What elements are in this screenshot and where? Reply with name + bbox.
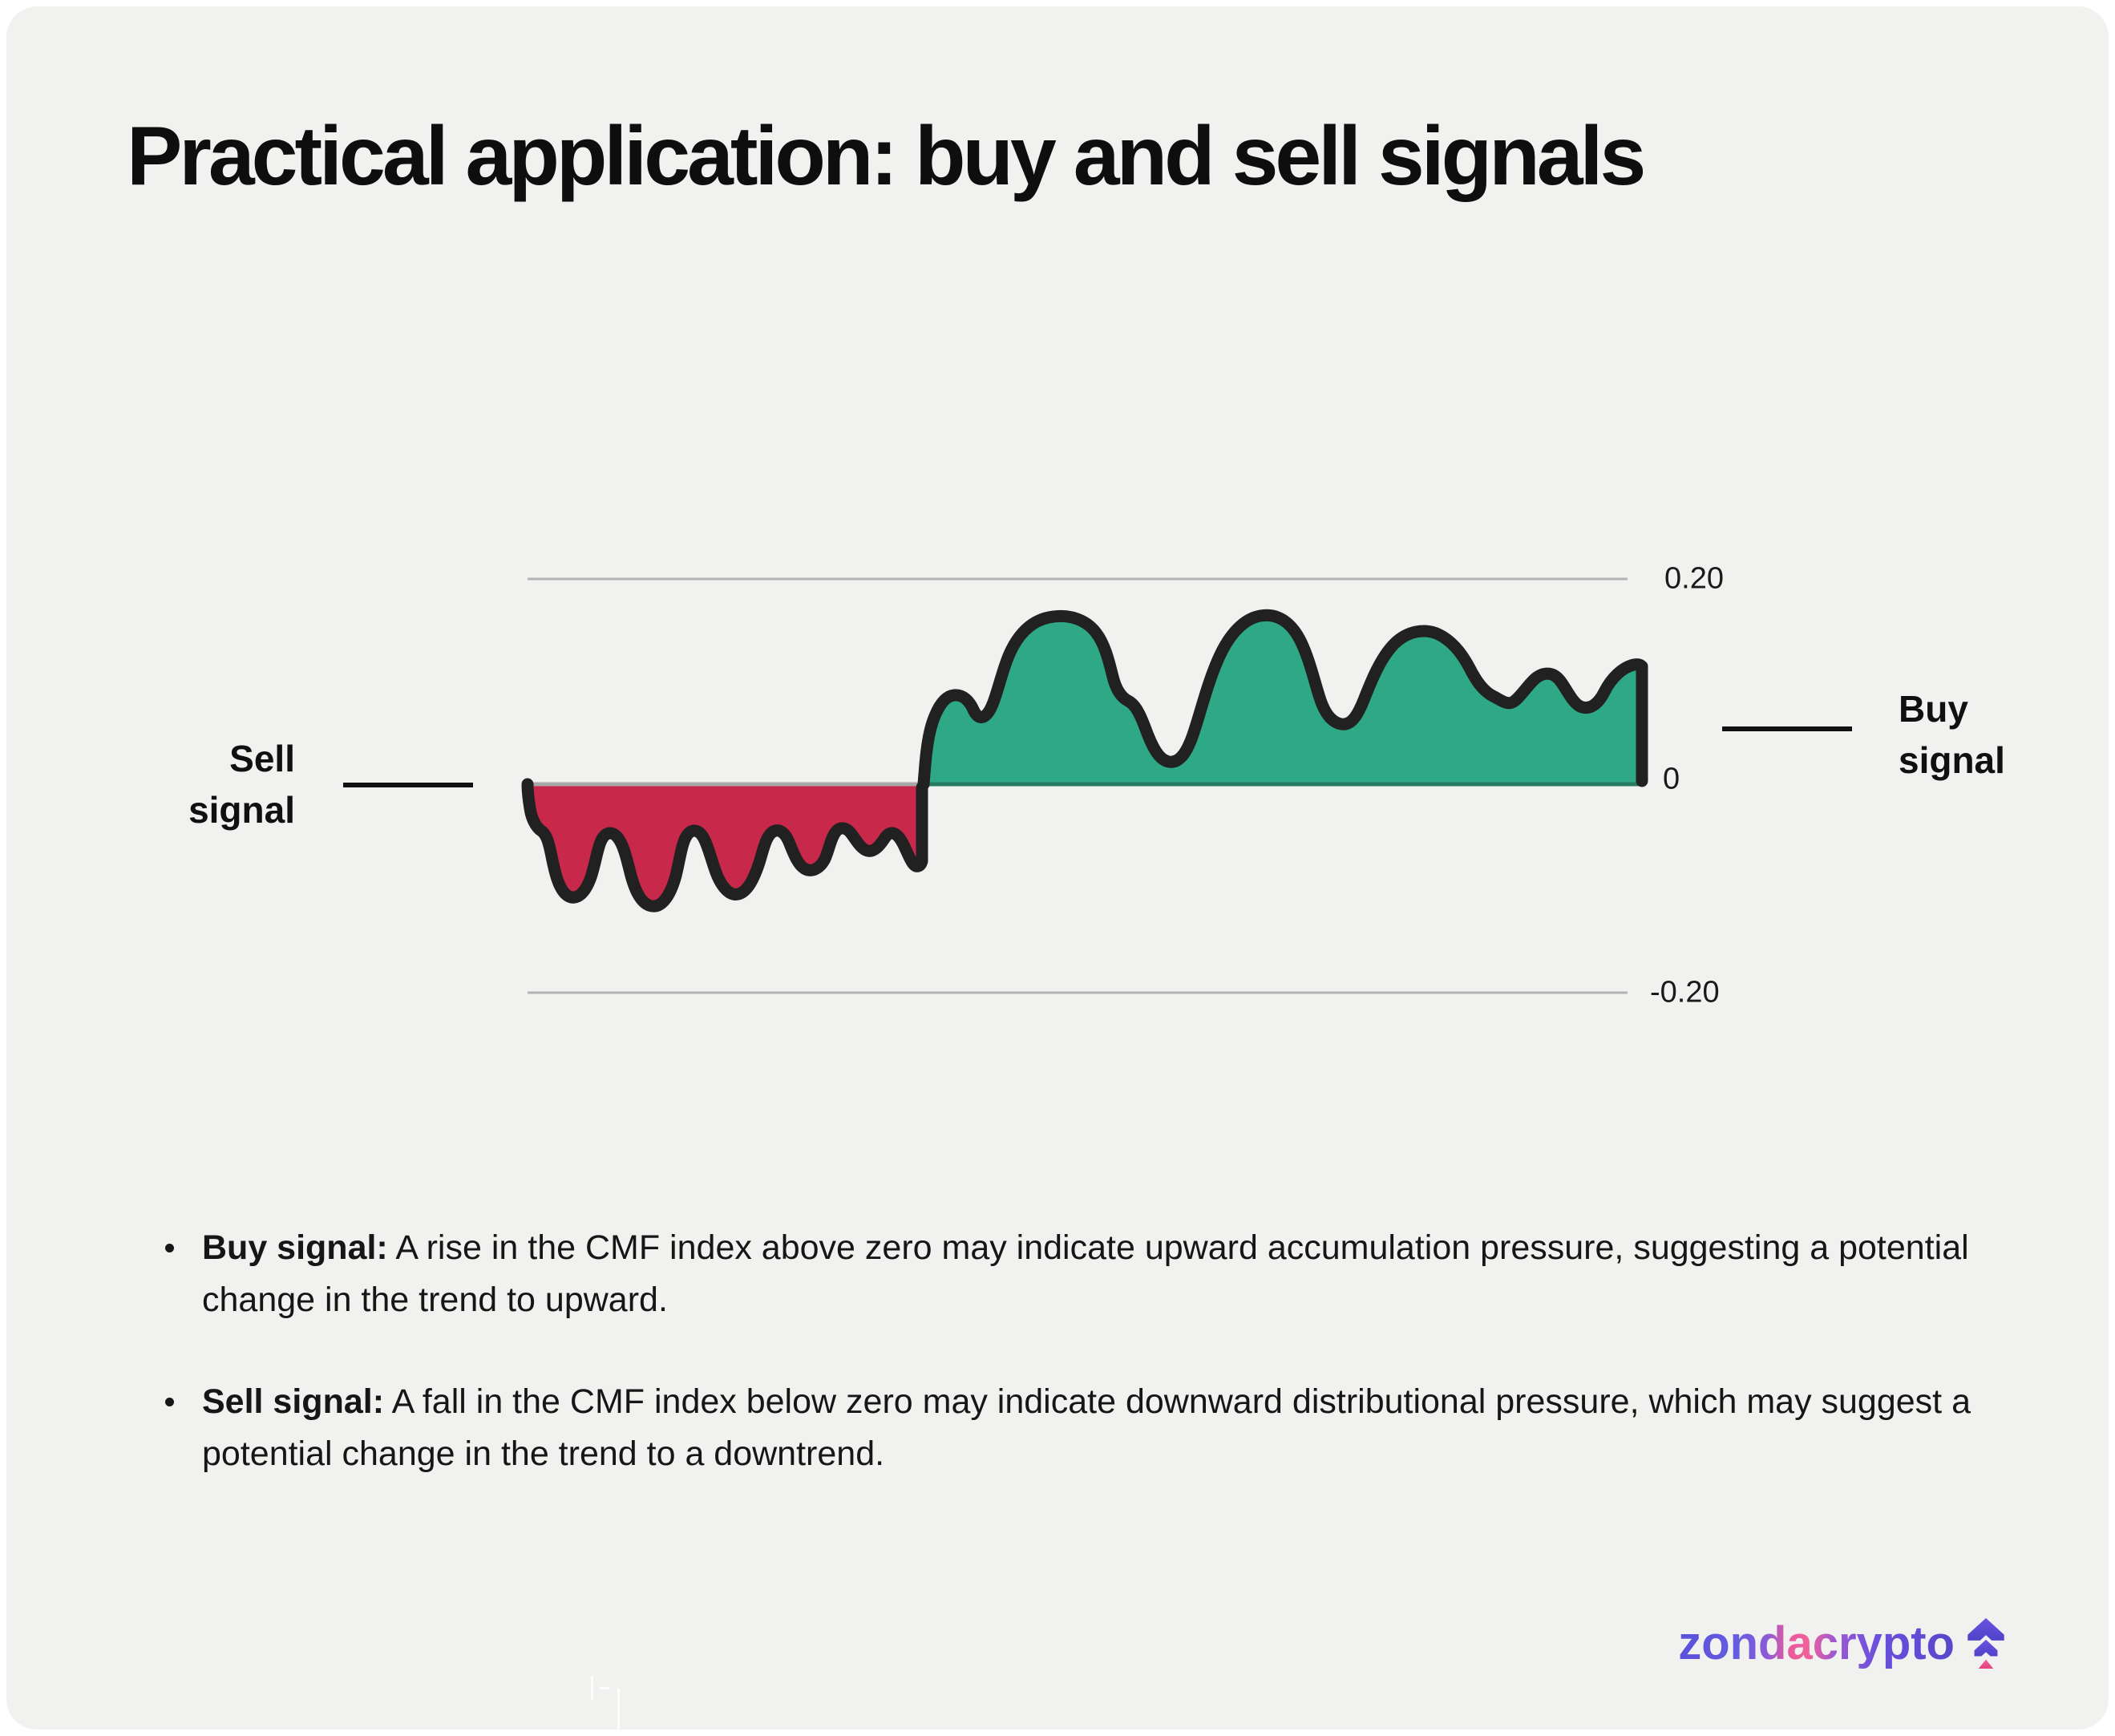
y-tick-plus-020: 0.20 [1664, 561, 1724, 596]
watermark-mark [591, 1676, 593, 1700]
buy-bullet-lead: Buy signal: [202, 1228, 388, 1267]
list-item: Sell signal: A fall in the CMF index bel… [159, 1376, 2003, 1480]
buy-signal-label-line1: Buy [1899, 688, 1968, 730]
negative-area-fill [528, 786, 922, 907]
zondacrypto-arrow-icon [1967, 1617, 2004, 1669]
list-item: Buy signal: A rise in the CMF index abov… [159, 1222, 2003, 1326]
zondacrypto-wordmark: zondacrypto [1678, 1617, 1955, 1669]
cmf-chart: 0.20 0 -0.20 Sell signal Buy signal [6, 6, 2109, 1730]
bullet-dot-icon [165, 1244, 174, 1252]
page-title: Practical application: buy and sell sign… [127, 110, 1646, 203]
watermark-mark [617, 1689, 620, 1730]
slide-card: Practical application: buy and sell sign… [6, 6, 2109, 1730]
buy-bullet-text: A rise in the CMF index above zero may i… [202, 1228, 1969, 1319]
buy-signal-label: Buy signal [1899, 683, 2005, 786]
positive-area-fill [924, 615, 1642, 786]
y-tick-zero: 0 [1663, 762, 1680, 796]
sell-signal-label-line1: Sell [229, 738, 295, 779]
y-tick-minus-020: -0.20 [1650, 975, 1720, 1010]
bullet-dot-icon [165, 1398, 174, 1406]
cmf-chart-canvas [343, 577, 1852, 994]
sell-bullet-text: A fall in the CMF index below zero may i… [202, 1382, 1971, 1473]
sell-signal-label: Sell signal [125, 733, 295, 836]
zondacrypto-logo: zondacrypto [1678, 1617, 2004, 1670]
sell-signal-label-line2: signal [188, 789, 295, 831]
watermark-mark [600, 1687, 609, 1689]
buy-signal-label-line2: signal [1899, 739, 2005, 781]
positive-area-outline [917, 609, 1648, 791]
explanation-list: Buy signal: A rise in the CMF index abov… [159, 1222, 2003, 1480]
sell-bullet-lead: Sell signal: [202, 1382, 385, 1421]
negative-area-outline [521, 778, 928, 913]
